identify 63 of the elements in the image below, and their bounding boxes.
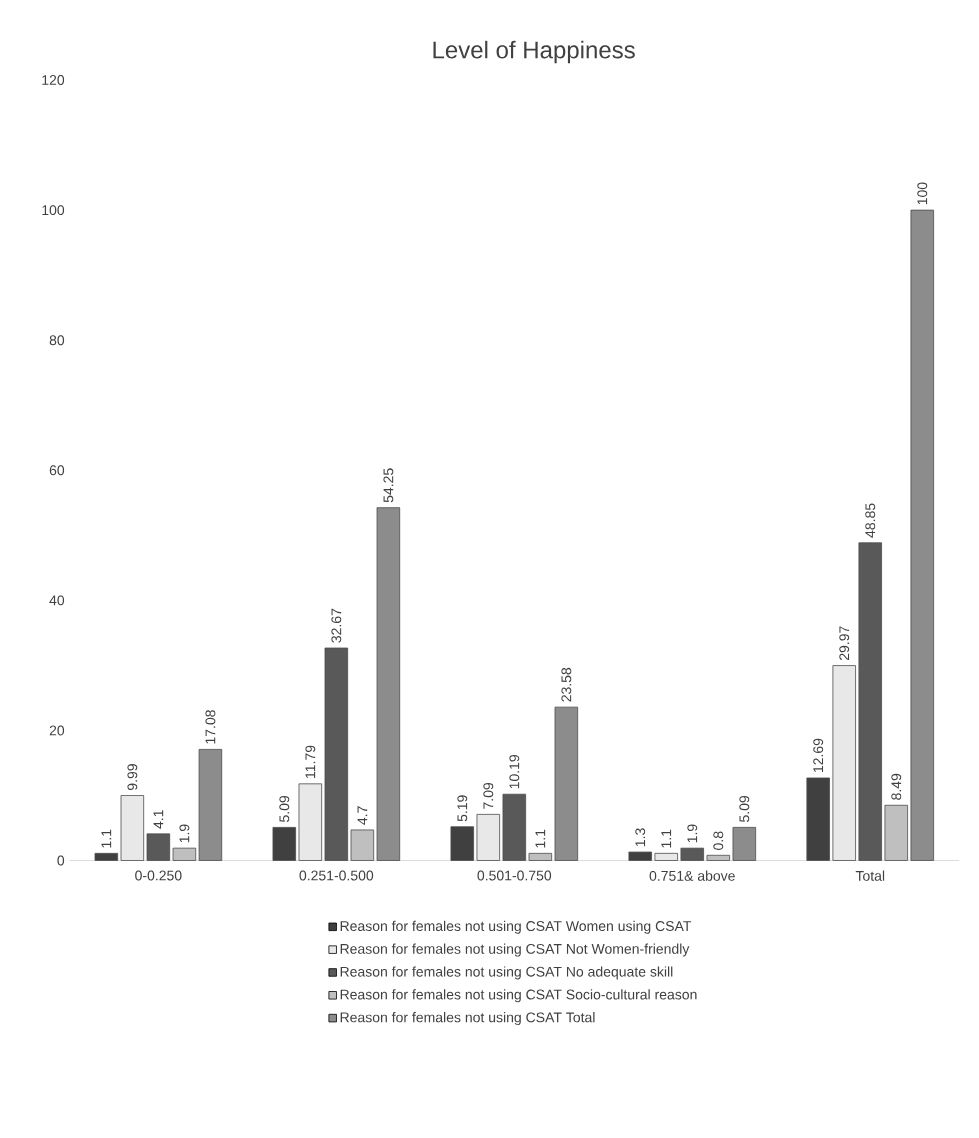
bar [680,847,704,861]
legend-label: Reason for females not using CSAT Women using CSAT [340,920,691,934]
data-label: 54.25 [383,468,394,503]
legend-label: Reason for females not using CSAT Not Women-friendly [340,943,690,957]
data-label: 1.9 [179,824,190,843]
bar [502,793,526,861]
data-label: 10.19 [509,755,520,789]
y-tick-label: 100 [42,205,64,216]
bar [554,706,578,861]
data-label: 9.99 [127,764,138,791]
x-tick-label: 0.501-0.750 [477,870,552,881]
data-label: 7.09 [483,782,494,809]
data-label: 100 [917,182,928,205]
data-label: 5.09 [279,795,290,822]
data-label: 1.3 [635,828,646,847]
bar [628,851,652,861]
data-label: 1.1 [661,829,671,848]
legend-label: Reason for females not using CSAT Socio-cultural reason [340,989,697,1003]
data-label: 4.1 [153,810,164,829]
bar [298,783,322,861]
bar [198,749,223,861]
data-label: 1.1 [101,829,112,848]
bar [376,507,400,861]
bar [910,209,934,861]
x-tick-label: Total [855,870,885,881]
data-label: 48.85 [865,503,876,538]
data-label: 12.69 [813,738,824,773]
bar [272,827,296,861]
bar [146,833,170,861]
legend-label: Reason for females not using CSAT No adequate skill [340,966,673,980]
bar [858,542,882,861]
data-label: 17.08 [205,710,216,744]
bar [832,665,856,861]
y-tick-label: 20 [49,725,64,736]
data-label: 1.9 [687,824,698,843]
data-label: 5.09 [739,795,750,822]
bar [324,647,348,861]
y-tick-label: 0 [57,855,64,866]
y-tick-label: 80 [49,335,64,346]
y-tick-label: 120 [42,75,64,86]
bar [806,777,830,861]
data-label: 8.49 [891,773,902,800]
bar [94,852,118,861]
bar [732,827,756,861]
x-tick-label: 0.251-0.500 [299,870,374,881]
legend-label: Reason for females not using CSAT Total [340,1012,595,1026]
data-label: 0.8 [713,831,724,850]
data-label: 11.79 [305,745,316,778]
chart-title: Level of Happiness [433,40,635,64]
bar [476,813,500,861]
x-tick-label: 0.751& above [649,870,735,881]
data-label: 4.7 [357,806,368,825]
y-tick-label: 60 [49,465,64,476]
data-label: 1.1 [535,829,546,848]
y-tick-label: 40 [49,595,64,606]
data-label: 32.67 [331,608,342,643]
bar [450,826,474,861]
bar [654,852,678,861]
x-tick-label: 0-0.250 [135,870,182,881]
data-label: 5.19 [457,795,468,822]
data-label: 29.97 [839,626,850,661]
bar [120,795,144,861]
data-label: 23.58 [561,667,572,702]
